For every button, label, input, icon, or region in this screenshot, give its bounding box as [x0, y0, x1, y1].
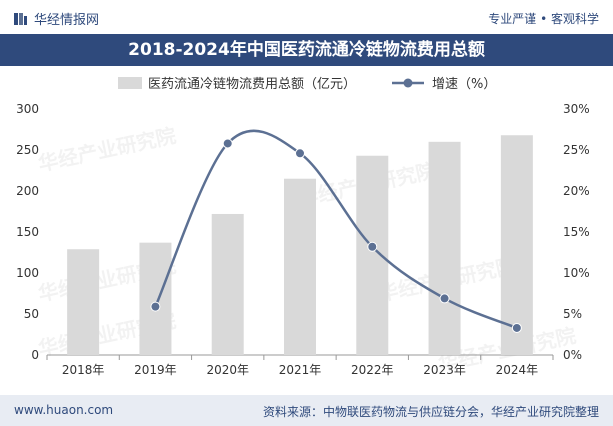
brand-name: 华经情报网	[34, 13, 100, 28]
bar	[428, 141, 461, 355]
x-tick-label: 2020年	[206, 363, 249, 377]
brand-logo-icon	[14, 12, 27, 25]
brand[interactable]: 华经情报网	[14, 9, 99, 28]
growth-point	[367, 241, 378, 252]
watermark-text: 华经产业研究院	[36, 123, 178, 176]
y-right-tick-label: 15%	[563, 225, 590, 239]
footer: www.huaon.com 资料来源：中物联医药物流与供应链分会，华经产业研究院…	[0, 395, 613, 426]
footer-source: 资料来源：中物联医药物流与供应链分会，华经产业研究院整理	[262, 405, 599, 419]
chart: 华经产业研究院华经产业研究院华经产业研究院华经产业研究院华经产业研究院华经产业研…	[16, 77, 590, 377]
y-left-tick-label: 50	[24, 307, 39, 321]
x-tick-label: 2023年	[423, 363, 466, 377]
y-right-tick-label: 10%	[563, 266, 590, 280]
x-tick-label: 2024年	[496, 363, 539, 377]
growth-point	[150, 301, 161, 312]
chart-title: 2018-2024年中国医药流通冷链物流费用总额	[0, 34, 613, 66]
x-tick-label: 2021年	[279, 363, 322, 377]
y-right-tick-label: 0%	[563, 348, 582, 362]
legend-line-label: 增速（%）	[432, 77, 496, 92]
y-left-tick-label: 300	[16, 102, 39, 116]
top-bar: 华经情报网 专业严谨 • 客观科学	[0, 0, 613, 34]
bar	[211, 213, 244, 355]
growth-point	[439, 293, 450, 304]
y-right-tick-label: 20%	[563, 184, 590, 198]
x-tick-label: 2022年	[351, 363, 394, 377]
growth-point	[222, 138, 233, 149]
growth-line	[154, 129, 518, 330]
y-left-tick-label: 100	[16, 266, 39, 280]
legend-bar-label: 医药流通冷链物流费用总额（亿元）	[148, 77, 356, 92]
y-right-tick-label: 30%	[563, 102, 590, 116]
x-tick-label: 2019年	[134, 363, 177, 377]
slogan: 专业严谨 • 客观科学	[488, 12, 599, 26]
legend-line-marker	[403, 78, 413, 88]
bar	[67, 249, 100, 355]
bar	[139, 242, 172, 355]
bar	[356, 155, 389, 355]
y-left-tick-label: 0	[31, 348, 39, 362]
y-right-tick-label: 25%	[563, 143, 590, 157]
footer-site-link[interactable]: www.huaon.com	[14, 403, 114, 417]
y-left-tick-label: 150	[16, 225, 39, 239]
y-right-tick-label: 5%	[563, 307, 582, 321]
growth-point	[295, 148, 305, 159]
y-left-tick-label: 200	[16, 184, 39, 198]
x-tick-label: 2018年	[62, 363, 105, 377]
bar	[284, 178, 316, 355]
legend-bar-swatch	[118, 77, 142, 89]
bar	[500, 135, 533, 355]
growth-point	[511, 322, 522, 333]
y-left-tick-label: 250	[16, 143, 39, 157]
